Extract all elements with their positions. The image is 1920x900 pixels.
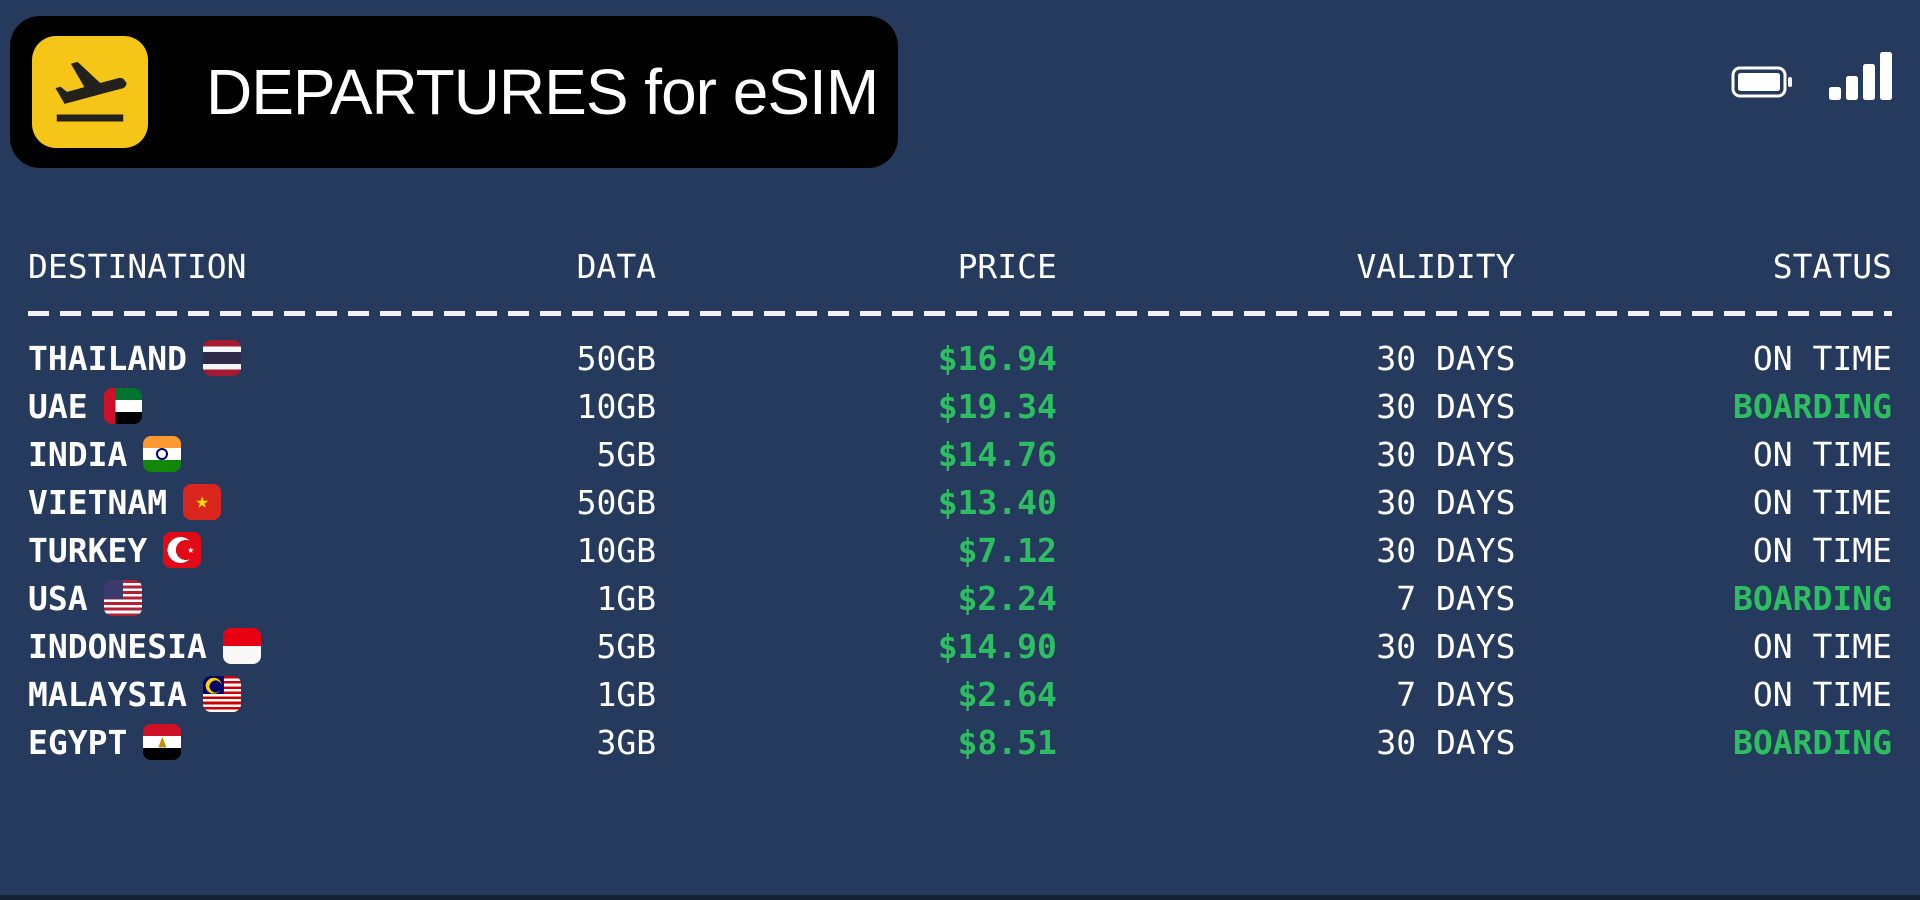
- data-amount: 3GB: [596, 722, 657, 762]
- column-header-price: PRICE: [957, 246, 1057, 286]
- destination-label: MALAYSIA: [28, 675, 187, 714]
- status-badge: BOARDING: [1733, 578, 1892, 618]
- table-row: INDONESIA 5GB $14.90 30 DAYS ON TIME: [28, 622, 1892, 670]
- logo-badge: [32, 36, 148, 148]
- table-row: USA 1GB $2.24 7 DAYS BOARDING: [28, 574, 1892, 622]
- price-value: $13.40: [937, 482, 1057, 522]
- system-status-icons: [1731, 50, 1892, 100]
- data-amount: 10GB: [576, 530, 657, 570]
- status-badge: ON TIME: [1752, 338, 1892, 378]
- price-value: $14.76: [937, 434, 1057, 474]
- esim-departures-table: DESTINATION DATA PRICE VALIDITY STATUS T…: [28, 240, 1892, 766]
- table-row: TURKEY 10GB $7.12 30 DAYS ON TIME: [28, 526, 1892, 574]
- column-header-data: DATA: [576, 246, 657, 286]
- table-row: INDIA 5GB $14.76 30 DAYS ON TIME: [28, 430, 1892, 478]
- data-amount: 1GB: [596, 674, 657, 714]
- india-flag-icon: [143, 436, 182, 472]
- table-header-row: DESTINATION DATA PRICE VALIDITY STATUS: [28, 240, 1892, 292]
- data-amount: 5GB: [596, 626, 657, 666]
- validity-value: 30 DAYS: [1376, 386, 1516, 426]
- status-badge: ON TIME: [1752, 626, 1892, 666]
- destination-label: INDONESIA: [28, 627, 207, 666]
- data-amount: 10GB: [576, 386, 657, 426]
- validity-value: 30 DAYS: [1376, 722, 1516, 762]
- status-badge: BOARDING: [1733, 386, 1892, 426]
- header-separator-row: [28, 292, 1892, 334]
- malaysia-flag-icon: [202, 676, 241, 712]
- price-value: $2.24: [957, 578, 1057, 618]
- validity-value: 30 DAYS: [1376, 482, 1516, 522]
- destination-label: UAE: [28, 387, 88, 426]
- validity-value: 30 DAYS: [1376, 434, 1516, 474]
- price-value: $16.94: [937, 338, 1057, 378]
- destination-label: INDIA: [28, 435, 128, 474]
- validity-value: 7 DAYS: [1396, 578, 1516, 618]
- egypt-flag-icon: [143, 724, 182, 760]
- status-badge: ON TIME: [1752, 434, 1892, 474]
- indonesia-flag-icon: [222, 628, 261, 664]
- column-header-status: STATUS: [1772, 246, 1892, 286]
- data-amount: 5GB: [596, 434, 657, 474]
- destination-label: THAILAND: [28, 339, 187, 378]
- price-value: $2.64: [957, 674, 1057, 714]
- destination-label: VIETNAM: [28, 483, 168, 522]
- usa-flag-icon: [103, 580, 142, 616]
- column-header-destination: DESTINATION: [28, 246, 247, 286]
- bottom-edge-strip: [0, 895, 1920, 900]
- data-amount: 50GB: [576, 482, 657, 522]
- table-row: EGYPT 3GB $8.51 30 DAYS BOARDING: [28, 718, 1892, 766]
- data-amount: 50GB: [576, 338, 657, 378]
- destination-label: EGYPT: [28, 723, 128, 762]
- thailand-flag-icon: [202, 340, 241, 376]
- signal-bars-icon: [1829, 50, 1892, 100]
- table-row: MALAYSIA 1GB $2.64 7 DAYS ON TIME: [28, 670, 1892, 718]
- status-badge: ON TIME: [1752, 674, 1892, 714]
- battery-full-icon: [1731, 64, 1793, 100]
- validity-value: 7 DAYS: [1396, 674, 1516, 714]
- destination-label: USA: [28, 579, 88, 618]
- turkey-flag-icon: [163, 532, 202, 568]
- price-value: $14.90: [937, 626, 1057, 666]
- destination-label: TURKEY: [28, 531, 148, 570]
- vietnam-flag-icon: [183, 484, 222, 520]
- data-amount: 1GB: [596, 578, 657, 618]
- validity-value: 30 DAYS: [1376, 338, 1516, 378]
- validity-value: 30 DAYS: [1376, 530, 1516, 570]
- uae-flag-icon: [103, 388, 142, 424]
- status-badge: BOARDING: [1733, 722, 1892, 762]
- dashed-divider: [28, 310, 1892, 316]
- table-row: UAE 10GB $19.34 30 DAYS BOARDING: [28, 382, 1892, 430]
- column-header-validity: VALIDITY: [1356, 246, 1516, 286]
- airplane-takeoff-icon: [48, 48, 132, 136]
- table-row: VIETNAM 50GB $13.40 30 DAYS ON TIME: [28, 478, 1892, 526]
- price-value: $19.34: [937, 386, 1057, 426]
- page-title: DEPARTURES for eSIM: [206, 56, 879, 128]
- departures-board-header: DEPARTURES for eSIM: [10, 16, 898, 168]
- table-row: THAILAND 50GB $16.94 30 DAYS ON TIME: [28, 334, 1892, 382]
- status-badge: ON TIME: [1752, 530, 1892, 570]
- status-badge: ON TIME: [1752, 482, 1892, 522]
- price-value: $8.51: [957, 722, 1057, 762]
- validity-value: 30 DAYS: [1376, 626, 1516, 666]
- price-value: $7.12: [957, 530, 1057, 570]
